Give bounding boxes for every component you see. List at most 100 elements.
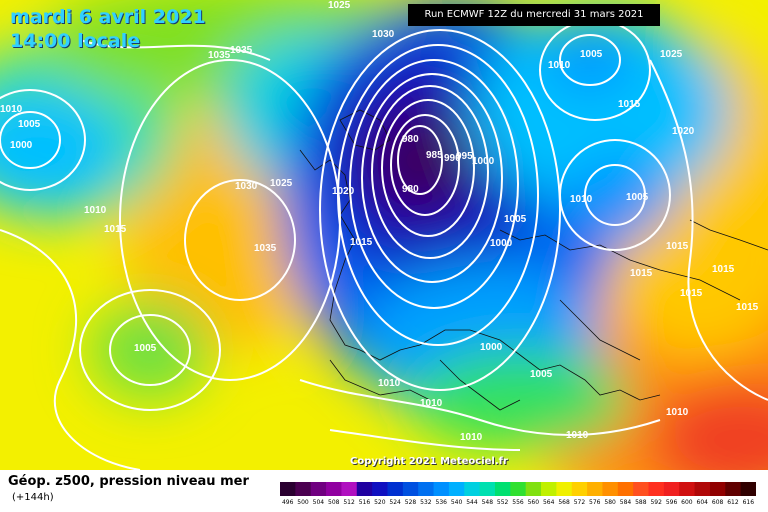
pressure-label: 1020 — [332, 186, 355, 197]
pressure-label: 1015 — [618, 99, 641, 110]
isobars — [0, 19, 768, 470]
legend-swatch — [464, 482, 481, 496]
map-variable-title: Géop. z500, pression niveau mer — [8, 474, 249, 489]
legend-swatch — [479, 482, 496, 496]
legend-swatch — [571, 482, 588, 496]
legend-tick-label: 576 — [589, 499, 601, 506]
pressure-label: 1010 — [548, 60, 571, 71]
legend-tick-label: 584 — [620, 499, 632, 506]
legend-tick-label: 544 — [466, 499, 478, 506]
pressure-label: 1025 — [328, 0, 351, 11]
legend-swatch — [663, 482, 680, 496]
legend-tick-label: 556 — [512, 499, 524, 506]
legend-swatch — [725, 482, 742, 496]
pressure-label: 1030 — [235, 181, 258, 192]
legend-tick-label: 596 — [666, 499, 678, 506]
copyright-notice: Copyright 2021 Meteociel.fr — [350, 456, 508, 467]
pressure-label: 1035 — [230, 45, 253, 56]
pressure-label: 1010 — [420, 398, 443, 409]
pressure-label: 1020 — [672, 126, 695, 137]
coastlines — [299, 109, 768, 411]
pressure-label: 1005 — [18, 119, 41, 130]
legend-swatch — [494, 482, 511, 496]
legend-tick-label: 540 — [451, 499, 463, 506]
pressure-label: 1005 — [504, 214, 527, 225]
legend-swatch — [433, 482, 450, 496]
pressure-label: 980 — [402, 134, 419, 145]
legend-swatch — [648, 482, 665, 496]
legend-swatch — [418, 482, 435, 496]
legend-swatch — [356, 482, 373, 496]
legend-tick-label: 524 — [389, 499, 401, 506]
pressure-label: 1005 — [580, 49, 603, 60]
pressure-label: 1015 — [104, 224, 127, 235]
legend-swatch — [525, 482, 542, 496]
legend-tick-label: 504 — [313, 499, 325, 506]
legend-tick-label: 608 — [712, 499, 724, 506]
pressure-label: 1010 — [0, 104, 23, 115]
pressure-label: 990 — [444, 153, 461, 164]
pressure-label: 1010 — [666, 407, 689, 418]
legend-swatch — [556, 482, 573, 496]
legend-swatch — [740, 482, 756, 496]
pressure-label: 1015 — [630, 268, 653, 279]
pressure-label: 1035 — [254, 243, 277, 254]
legend-swatch — [295, 482, 312, 496]
legend-tick-label: 564 — [543, 499, 555, 506]
legend-swatch — [402, 482, 419, 496]
legend-swatch — [633, 482, 650, 496]
pressure-label: 1025 — [660, 49, 683, 60]
legend-tick-label: 532 — [420, 499, 432, 506]
isobar-labels: 1025 1030 1035 1035 1010 1005 1000 1030 … — [0, 0, 759, 443]
legend-swatch — [602, 482, 619, 496]
pressure-label: 1015 — [680, 288, 703, 299]
legend-tick-label: 536 — [436, 499, 448, 506]
pressure-label: 985 — [426, 150, 443, 161]
legend-tick-label: 512 — [343, 499, 355, 506]
pressure-label: 1015 — [736, 302, 759, 313]
legend-tick-label: 580 — [604, 499, 616, 506]
pressure-label: 1000 — [10, 140, 33, 151]
forecast-local-time: 14:00 locale — [10, 30, 141, 52]
pressure-label: 1010 — [84, 205, 107, 216]
legend-tick-label: 560 — [528, 499, 540, 506]
legend-swatch — [310, 482, 327, 496]
forecast-lead-time: (+144h) — [12, 492, 54, 503]
pressure-label: 1035 — [208, 50, 231, 61]
legend-tick-label: 552 — [497, 499, 509, 506]
pressure-label: 1005 — [134, 343, 157, 354]
forecast-date: mardi 6 avril 2021 — [10, 6, 206, 28]
pressure-label: 1010 — [460, 432, 483, 443]
legend-swatch — [341, 482, 358, 496]
legend-swatch — [541, 482, 557, 496]
legend-swatch — [372, 482, 388, 496]
legend-tick-label: 528 — [405, 499, 417, 506]
pressure-label: 1015 — [666, 241, 689, 252]
pressure-label: 1010 — [378, 378, 401, 389]
legend-tick-label: 520 — [374, 499, 386, 506]
legend-swatch — [694, 482, 711, 496]
legend-swatch — [387, 482, 404, 496]
pressure-label: 1005 — [626, 192, 649, 203]
legend-swatch — [448, 482, 465, 496]
pressure-label: 1030 — [372, 29, 395, 40]
pressure-label: 1015 — [350, 237, 373, 248]
legend-swatch — [679, 482, 696, 496]
pressure-label: 1010 — [570, 194, 593, 205]
legend-tick-label: 588 — [635, 499, 647, 506]
legend-tick-label: 496 — [282, 499, 294, 506]
legend-swatch — [510, 482, 527, 496]
color-scale-legend: 496 500 504 508 512 516 520 524 528 532 536 540 544 5… — [280, 482, 756, 506]
legend-tick-label: 592 — [650, 499, 662, 506]
pressure-label: 995 — [456, 151, 473, 162]
legend-tick-label: 500 — [297, 499, 309, 506]
legend-tick-label: 572 — [574, 499, 586, 506]
legend-tick-label: 508 — [328, 499, 340, 506]
legend-tick-label: 568 — [558, 499, 570, 506]
legend-tick-label: 616 — [743, 499, 755, 506]
pressure-label: 1000 — [480, 342, 503, 353]
pressure-label: 1000 — [472, 156, 495, 167]
legend-tick-label: 612 — [727, 499, 739, 506]
legend-tick-label: 548 — [482, 499, 494, 506]
